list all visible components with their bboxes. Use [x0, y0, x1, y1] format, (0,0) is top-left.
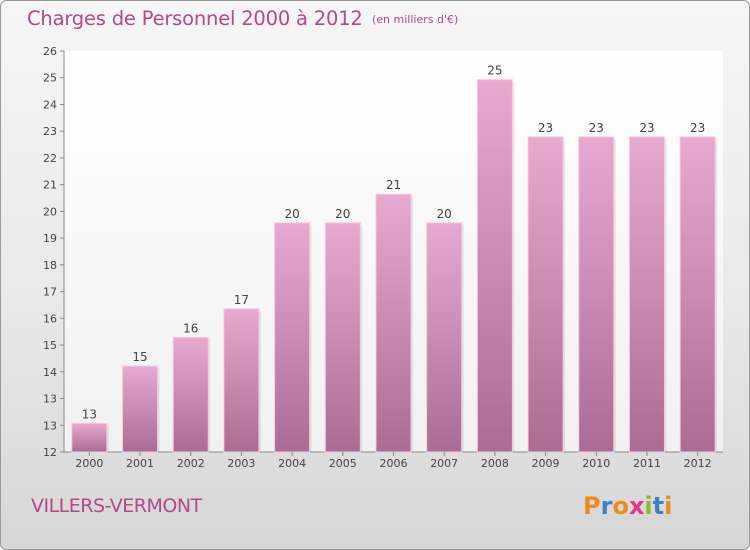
- bar: [172, 336, 209, 453]
- logo-letter: i: [664, 492, 673, 520]
- bar: [476, 79, 513, 453]
- bar: [375, 193, 412, 453]
- bar: [679, 136, 716, 453]
- logo-letter: P: [583, 492, 601, 520]
- y-tick-label: 22: [43, 152, 57, 165]
- y-tick-label: 19: [43, 232, 57, 245]
- y-tick-label: 20: [43, 205, 57, 218]
- bar: [274, 222, 311, 453]
- bar-value-label: 13: [82, 407, 97, 421]
- y-tick-label: 12: [43, 446, 57, 459]
- x-tick-label: 2002: [177, 457, 205, 470]
- x-tick-label: 2001: [126, 457, 154, 470]
- x-tick-label: 2009: [532, 457, 560, 470]
- x-tick-label: 2010: [582, 457, 610, 470]
- bar: [628, 136, 665, 453]
- bar-value-label: 16: [183, 321, 198, 335]
- y-tick-label: 15: [43, 339, 57, 352]
- commune-name: VILLERS-VERMONT: [31, 495, 202, 517]
- x-tick-label: 2000: [75, 457, 103, 470]
- y-tick-label: 16: [43, 312, 57, 325]
- bar-value-label: 20: [437, 207, 452, 221]
- bar: [324, 222, 361, 453]
- bar: [527, 136, 564, 453]
- bar-value-label: 21: [386, 178, 401, 192]
- y-tick-label: 26: [43, 45, 57, 58]
- y-tick-label: 25: [43, 72, 57, 85]
- bar-value-label: 20: [335, 207, 350, 221]
- proxiti-logo: Proxiti: [583, 492, 672, 520]
- bar: [426, 222, 463, 453]
- bar: [122, 365, 159, 453]
- y-tick-label: 24: [43, 98, 57, 111]
- logo-letter: o: [612, 492, 629, 520]
- bar-value-label: 15: [132, 350, 147, 364]
- chart-subtitle: (en milliers d'€): [372, 13, 459, 26]
- x-tick-label: 2008: [481, 457, 509, 470]
- bar-value-label: 25: [487, 64, 502, 78]
- bar-value-label: 23: [639, 121, 654, 135]
- y-tick-label: 21: [43, 179, 57, 192]
- x-tick-label: 2012: [684, 457, 712, 470]
- bar: [71, 422, 108, 453]
- bar-value-label: 23: [538, 121, 553, 135]
- logo-letter: r: [600, 492, 613, 520]
- y-tick-label: 13: [43, 393, 57, 406]
- logo-letter: i: [644, 492, 653, 520]
- logo-letter: t: [652, 492, 665, 520]
- x-tick-label: 2007: [430, 457, 458, 470]
- bar: [223, 308, 260, 453]
- bar-value-label: 20: [284, 207, 299, 221]
- y-tick-label: 13: [43, 419, 57, 432]
- y-tick-label: 17: [43, 286, 57, 299]
- y-tick-label: 23: [43, 125, 57, 138]
- x-tick-label: 2005: [329, 457, 357, 470]
- y-tick-label: 14: [43, 366, 57, 379]
- x-tick-label: 2003: [227, 457, 255, 470]
- y-tick-label: 18: [43, 259, 57, 272]
- bar-value-label: 23: [690, 121, 705, 135]
- x-tick-label: 2006: [380, 457, 408, 470]
- bar-value-label: 23: [589, 121, 604, 135]
- bar: [578, 136, 615, 453]
- chart-title: Charges de Personnel 2000 à 2012: [27, 7, 363, 30]
- x-tick-label: 2004: [278, 457, 306, 470]
- x-tick-label: 2011: [633, 457, 661, 470]
- bar-value-label: 17: [234, 293, 249, 307]
- logo-letter: x: [628, 492, 645, 520]
